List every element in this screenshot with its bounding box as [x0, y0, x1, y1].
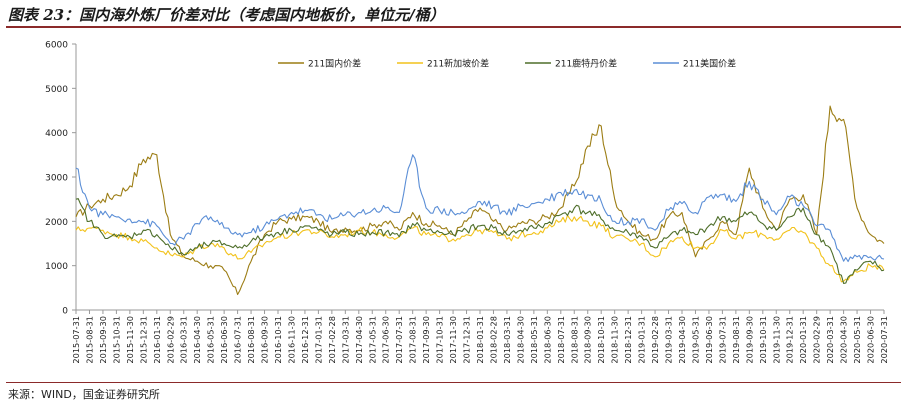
x-tick-label: 2016-09-30	[260, 316, 270, 364]
x-tick-label: 2019-11-30	[771, 316, 781, 364]
y-tick-label: 1000	[45, 262, 68, 272]
x-tick-label: 2020-05-31	[852, 316, 862, 364]
x-tick-label: 2017-12-31	[462, 316, 472, 364]
x-tick-label: 2017-07-31	[394, 316, 404, 364]
y-tick-label: 3000	[45, 174, 68, 184]
x-tick-label: 2019-08-31	[731, 316, 741, 364]
x-tick-label: 2019-05-31	[690, 316, 700, 364]
chart-area: 0 1000 2000 3000 4000 5000 6000 2015-07-31 2015-…	[0, 30, 911, 382]
x-tick-label: 2016-02-29	[165, 316, 175, 364]
x-tick-label: 2018-01-31	[475, 316, 485, 364]
x-tick-label: 2018-02-28	[488, 316, 498, 364]
x-tick-label: 2019-02-28	[650, 316, 660, 364]
x-tick-label: 2019-04-30	[677, 316, 687, 364]
x-tick-label: 2015-12-31	[138, 316, 148, 364]
y-tick-label: 5000	[45, 85, 68, 95]
x-tick-label: 2019-09-30	[744, 316, 754, 364]
x-tick-label: 2019-07-31	[717, 316, 727, 364]
x-tick-label: 2018-05-31	[529, 316, 539, 364]
x-tick-label: 2018-03-31	[502, 316, 512, 364]
x-tick-label: 2017-08-31	[408, 316, 418, 364]
x-tick-label: 2020-01-31	[798, 316, 808, 364]
source-note: 来源：WIND，国金证券研究所	[8, 388, 160, 401]
x-tick-label: 2018-06-30	[542, 316, 552, 364]
series-line	[75, 154, 885, 263]
x-tick-label: 2015-07-31	[71, 316, 81, 364]
series-group	[75, 105, 885, 296]
x-tick-label: 2016-05-31	[206, 316, 216, 364]
x-tick-label: 2017-06-30	[381, 316, 391, 364]
x-tick-label: 2020-07-31	[879, 316, 889, 364]
y-tick-label: 2000	[45, 218, 68, 228]
x-tick-label: 2015-09-30	[98, 316, 108, 364]
x-tick-label: 2019-10-31	[758, 316, 768, 364]
x-tick-label: 2016-08-31	[246, 316, 256, 364]
x-tick-label: 2016-04-30	[192, 316, 202, 364]
x-tick-label: 2018-04-30	[515, 316, 525, 364]
x-tick-label: 2015-08-31	[84, 316, 94, 364]
x-tick-label: 2019-06-30	[704, 316, 714, 364]
x-tick-label: 2017-04-30	[354, 316, 364, 364]
y-tick-label: 4000	[45, 129, 68, 139]
x-tick-label: 2015-10-31	[111, 316, 121, 364]
x-tick-label: 2016-10-31	[273, 316, 283, 364]
x-tick-label: 2017-02-28	[327, 316, 337, 364]
x-tick-label: 2016-12-31	[300, 316, 310, 364]
y-tick-label: 0	[62, 307, 68, 317]
legend: 211国内价差 211新加坡价差 211鹿特丹价差 211美国价差	[278, 58, 736, 70]
y-tick-label: 6000	[45, 41, 68, 51]
x-tick-label: 2018-12-31	[623, 316, 633, 364]
x-tick-label: 2015-11-30	[125, 316, 135, 364]
chart-title: 图表 23：国内海外炼厂价差对比（考虑国内地板价，单位元/桶）	[8, 6, 445, 24]
x-tick-label: 2017-09-30	[421, 316, 431, 364]
x-tick-label: 2018-08-31	[569, 316, 579, 364]
x-tick-label: 2018-07-31	[556, 316, 566, 364]
x-tick-label: 2018-09-30	[583, 316, 593, 364]
legend-label: 211新加坡价差	[427, 58, 489, 70]
x-tick-label: 2019-03-31	[664, 316, 674, 364]
x-tick-label: 2019-01-31	[637, 316, 647, 364]
x-tick-label: 2020-06-30	[866, 316, 876, 364]
x-tick-label: 2018-11-30	[610, 316, 620, 364]
source-bar: 来源：WIND，国金证券研究所	[6, 382, 901, 403]
legend-label: 211鹿特丹价差	[555, 58, 617, 70]
x-tick-label: 2016-01-31	[152, 316, 162, 364]
x-tick-label: 2018-10-31	[596, 316, 606, 364]
x-tick-label: 2017-03-31	[340, 316, 350, 364]
x-tick-label: 2020-04-30	[839, 316, 849, 364]
x-tick-label: 2019-12-31	[785, 316, 795, 364]
legend-label: 211美国价差	[683, 58, 736, 70]
title-bar: 图表 23：国内海外炼厂价差对比（考虑国内地板价，单位元/桶）	[6, 0, 901, 28]
x-tick-label: 2020-02-29	[812, 316, 822, 364]
x-tick-label: 2016-06-30	[219, 316, 229, 364]
x-tick-label: 2016-11-30	[286, 316, 296, 364]
x-tick-label: 2016-03-31	[179, 316, 189, 364]
series-line	[75, 105, 885, 296]
x-tick-label: 2020-03-31	[825, 316, 835, 364]
x-tick-label: 2017-10-31	[435, 316, 445, 364]
x-tick-label: 2017-11-30	[448, 316, 458, 364]
legend-label: 211国内价差	[308, 58, 361, 70]
x-tick-label: 2017-01-31	[313, 316, 323, 364]
x-tick-label: 2016-07-31	[233, 316, 243, 364]
series-line	[75, 198, 885, 284]
x-tick-label: 2017-05-31	[367, 316, 377, 364]
